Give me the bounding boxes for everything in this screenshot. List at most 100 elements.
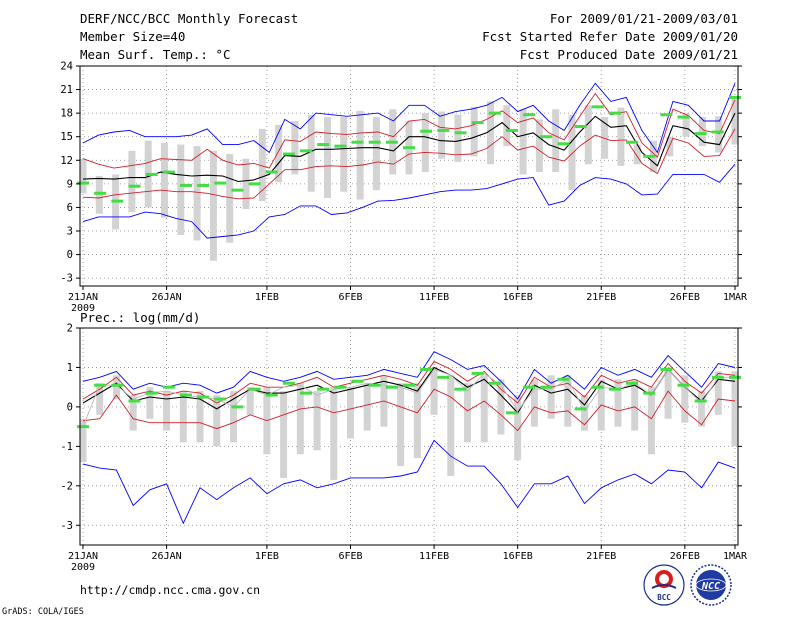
- y-tick-label: 24: [60, 61, 73, 73]
- member-mark: [437, 375, 450, 379]
- member-mark: [282, 381, 295, 385]
- x-tick-label: 21JAN: [68, 551, 98, 562]
- series-max-line: [82, 351, 736, 400]
- member-mark: [626, 140, 639, 144]
- ncc-logo: NCC: [690, 564, 732, 606]
- member-mark: [574, 125, 587, 128]
- member-mark: [317, 143, 330, 147]
- spread-bar: [731, 99, 739, 145]
- spread-bar: [447, 375, 455, 476]
- spread-bar: [568, 114, 576, 191]
- spread-bar: [163, 391, 171, 431]
- y-tick-label: -1: [60, 441, 73, 453]
- series-min-line: [82, 439, 736, 525]
- y-tick-label: 1: [67, 362, 73, 374]
- x-tick-label: 21FEB: [586, 551, 616, 562]
- spread-bar: [280, 391, 288, 478]
- member-mark: [162, 170, 175, 174]
- member-mark: [540, 135, 553, 139]
- x-tick-label: 6FEB: [338, 292, 362, 303]
- spread-bar: [413, 383, 421, 459]
- series-min-line: [82, 163, 736, 239]
- spread-bar: [487, 101, 494, 165]
- member-mark: [145, 391, 158, 395]
- spread-bar: [79, 158, 87, 194]
- spread-bar: [698, 391, 706, 427]
- plot-frame: [79, 65, 739, 287]
- spread-bar: [519, 109, 527, 175]
- member-mark: [574, 407, 587, 411]
- member-mark: [711, 375, 724, 379]
- y-tick-label: 18: [60, 108, 73, 120]
- member-mark: [523, 113, 536, 117]
- member-mark: [694, 132, 707, 136]
- x-tick-label: 1MAR: [723, 551, 748, 562]
- series-lower-line: [82, 388, 736, 432]
- member-mark: [505, 128, 518, 132]
- member-mark: [248, 182, 261, 186]
- spread-bar: [731, 371, 739, 447]
- spread-bar: [438, 111, 446, 159]
- spread-bar: [129, 395, 137, 431]
- y-tick-label: 0: [67, 401, 73, 413]
- member-mark: [557, 142, 570, 146]
- grads-credit: GrADS: COLA/IGES: [2, 607, 84, 617]
- spread-bar: [421, 113, 429, 173]
- member-mark: [505, 411, 518, 415]
- y-tick-label: 2: [67, 323, 73, 335]
- member-mark: [128, 184, 141, 188]
- variable-label: Mean Surf. Temp.: °C: [80, 47, 231, 62]
- series-upper-line: [82, 360, 736, 404]
- forecast-produced-date: Fcst Produced Date 2009/01/21: [520, 47, 738, 62]
- spread-bar: [296, 383, 304, 455]
- member-mark: [248, 387, 261, 391]
- x-tick-label: 26FEB: [670, 551, 700, 562]
- member-mark: [437, 128, 450, 132]
- x-tick-label: 21JAN: [68, 292, 98, 303]
- plot-frame: [79, 327, 739, 546]
- member-mark: [214, 397, 227, 401]
- member-mark: [660, 113, 673, 117]
- series-lower-line: [82, 128, 736, 200]
- member-mark: [128, 399, 141, 403]
- spread-bar: [397, 383, 405, 467]
- spread-bar: [470, 106, 478, 157]
- member-mark: [111, 383, 124, 387]
- spread-bar: [664, 367, 672, 419]
- spread-bar: [614, 379, 622, 427]
- spread-bar: [530, 379, 538, 427]
- spread-bar: [552, 109, 560, 173]
- spread-bar: [480, 375, 488, 443]
- member-mark: [591, 105, 604, 109]
- source-url[interactable]: http://cmdp.ncc.cma.gov.cn: [80, 583, 260, 597]
- spread-bar: [177, 144, 185, 235]
- member-mark: [608, 111, 621, 115]
- spread-bar: [363, 383, 371, 431]
- member-size: Member Size=40: [80, 29, 185, 44]
- member-mark: [694, 399, 707, 403]
- y-tick-label: 15: [60, 131, 73, 143]
- member-mark: [368, 140, 381, 144]
- spread-bar: [128, 150, 136, 213]
- member-mark: [608, 387, 621, 391]
- x-tick-label: 26FEB: [670, 292, 700, 303]
- member-mark: [77, 425, 89, 429]
- spread-bar: [535, 119, 543, 173]
- member-mark: [591, 385, 604, 389]
- spread-bar: [209, 150, 217, 261]
- spread-bar: [324, 117, 331, 198]
- member-mark: [626, 381, 639, 385]
- x-tick-label: 1MAR: [723, 292, 748, 303]
- member-mark: [471, 121, 484, 125]
- spread-bar: [698, 117, 706, 147]
- member-mark: [214, 181, 227, 185]
- member-mark: [677, 383, 690, 387]
- spread-bar: [497, 379, 505, 435]
- member-mark: [660, 367, 673, 371]
- x-tick-label: 26JAN: [152, 292, 182, 303]
- spread-bar: [291, 121, 299, 175]
- ncc-logo-text: NCC: [701, 581, 720, 592]
